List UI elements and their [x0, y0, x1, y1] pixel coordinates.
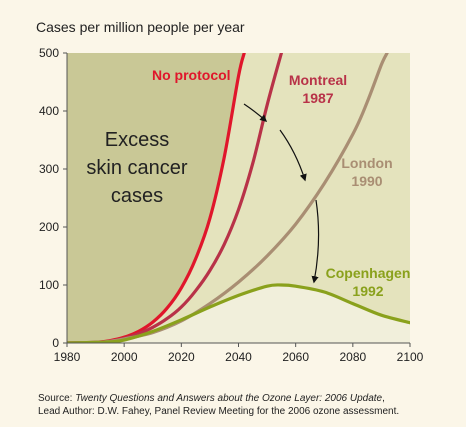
source-title: Twenty Questions and Answers about the O…: [75, 393, 383, 404]
series-label-no-protocol: No protocol: [152, 67, 231, 83]
series-label-montreal: Montreal 1987: [289, 72, 347, 106]
series-label-copenhagen: Copenhagen 1992: [326, 265, 411, 299]
arrow-to-copenhagen: [311, 199, 320, 284]
y-tick-label: 100: [39, 278, 59, 292]
source-suffix: ,: [382, 393, 385, 404]
x-tick-label: 1980: [54, 350, 81, 364]
excess-cases-label-line: Excess: [105, 129, 169, 151]
y-tick-label: 300: [39, 162, 59, 176]
x-tick-label: 2080: [339, 350, 366, 364]
arrow-to-montreal: [243, 103, 268, 122]
series-label-line: No protocol: [152, 67, 231, 83]
arrow-to-london: [279, 129, 307, 182]
excess-cases-label: Excess skin cancer cases: [86, 129, 187, 207]
x-tick-label: 2020: [168, 350, 195, 364]
x-tick-label: 2060: [282, 350, 309, 364]
series-label-line: 1987: [302, 90, 333, 106]
chart-svg: No protocol Montreal 1987 London 1990 Copenha…: [39, 46, 424, 364]
series-label-line: 1990: [351, 173, 382, 189]
source-caption: Source: Twenty Questions and Answers abo…: [38, 392, 458, 418]
source-line2: Lead Author: D.W. Fahey, Panel Review Me…: [38, 406, 400, 417]
series-label-line: London: [341, 155, 392, 171]
x-tick-label: 2100: [397, 350, 424, 364]
protocol-region-fill: [67, 53, 410, 343]
y-axis-title: Cases per million people per year: [36, 19, 245, 35]
y-tick-label: 400: [39, 104, 59, 118]
source-prefix: Source:: [38, 393, 76, 404]
x-tick-label: 2000: [111, 350, 138, 364]
y-tick-label: 200: [39, 220, 59, 234]
series-label-line: 1992: [352, 283, 383, 299]
series-label-line: Montreal: [289, 72, 347, 88]
excess-cases-label-line: skin cancer: [86, 157, 187, 179]
x-tick-label: 2040: [225, 350, 252, 364]
series-label-line: Copenhagen: [326, 265, 411, 281]
excess-cases-label-line: cases: [111, 185, 163, 207]
series-line-copenhagen: [67, 283, 410, 343]
excess-cases-region: [67, 53, 245, 343]
series-label-london: London 1990: [341, 155, 392, 189]
y-tick-label: 500: [39, 46, 59, 60]
y-tick-label: 0: [52, 336, 59, 350]
